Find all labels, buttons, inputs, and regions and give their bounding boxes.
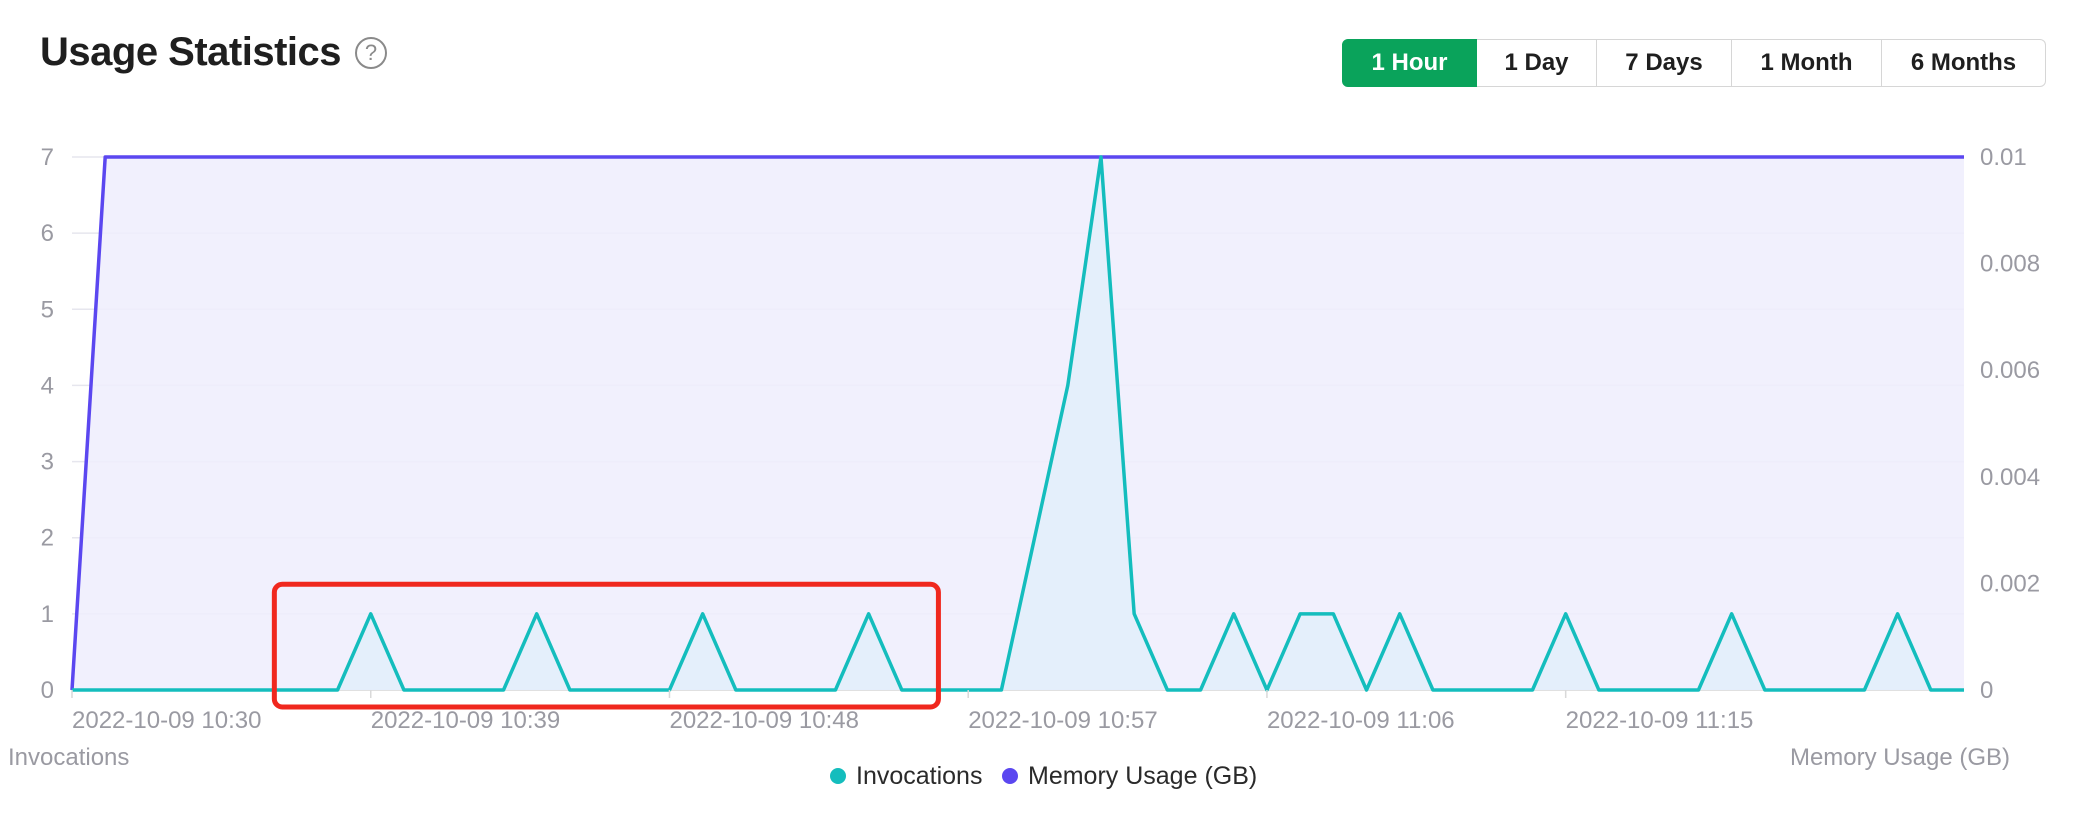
header: Usage Statistics ? xyxy=(40,30,388,75)
range-button-1-hour[interactable]: 1 Hour xyxy=(1342,39,1477,87)
highlight-box xyxy=(271,581,941,710)
left-tick-label: 5 xyxy=(41,296,54,323)
memory-area xyxy=(72,157,1964,690)
left-tick-label: 2 xyxy=(41,525,54,552)
range-button-1-month[interactable]: 1 Month xyxy=(1732,39,1882,87)
right-tick-label: 0.002 xyxy=(1980,570,2040,597)
right-tick-label: 0 xyxy=(1980,677,1993,704)
left-tick-label: 6 xyxy=(41,220,54,247)
legend-marker-memory xyxy=(1002,768,1018,784)
x-tick-label: 2022-10-09 10:57 xyxy=(968,707,1157,734)
x-tick-label: 2022-10-09 10:48 xyxy=(669,707,859,734)
range-button-7-days[interactable]: 7 Days xyxy=(1597,39,1732,87)
right-tick-label: 0.008 xyxy=(1980,251,2040,278)
left-tick-label: 0 xyxy=(41,677,54,704)
left-tick-label: 3 xyxy=(41,449,54,476)
memory-line xyxy=(70,155,1964,691)
range-button-1-day[interactable]: 1 Day xyxy=(1477,39,1597,87)
left-axis-label: Invocations xyxy=(8,744,129,771)
left-tick-label: 1 xyxy=(41,601,54,628)
left-tick-label: 7 xyxy=(41,144,54,171)
x-tick-label: 2022-10-09 11:06 xyxy=(1267,707,1455,734)
time-range-selector: 1 Hour 1 Day 7 Days 1 Month 6 Months xyxy=(1342,39,2046,87)
range-button-6-months[interactable]: 6 Months xyxy=(1882,39,2046,87)
legend-label-memory: Memory Usage (GB) xyxy=(1028,762,1257,790)
right-axis-label: Memory Usage (GB) xyxy=(1790,744,2010,771)
right-tick-label: 0.01 xyxy=(1980,144,2027,171)
legend-marker-invocations xyxy=(830,768,846,784)
legend-label-invocations: Invocations xyxy=(856,762,982,790)
right-tick-label: 0.006 xyxy=(1980,357,2040,384)
x-tick-label: 2022-10-09 10:39 xyxy=(371,707,560,734)
x-tick-label: 2022-10-09 11:15 xyxy=(1566,707,1754,734)
page-title: Usage Statistics xyxy=(40,30,342,74)
right-tick-label: 0.004 xyxy=(1980,464,2040,491)
help-icon[interactable]: ? xyxy=(355,36,388,69)
left-tick-label: 4 xyxy=(41,372,54,399)
invocations-line xyxy=(72,155,1964,692)
x-tick-label: 2022-10-09 10:30 xyxy=(72,707,262,734)
